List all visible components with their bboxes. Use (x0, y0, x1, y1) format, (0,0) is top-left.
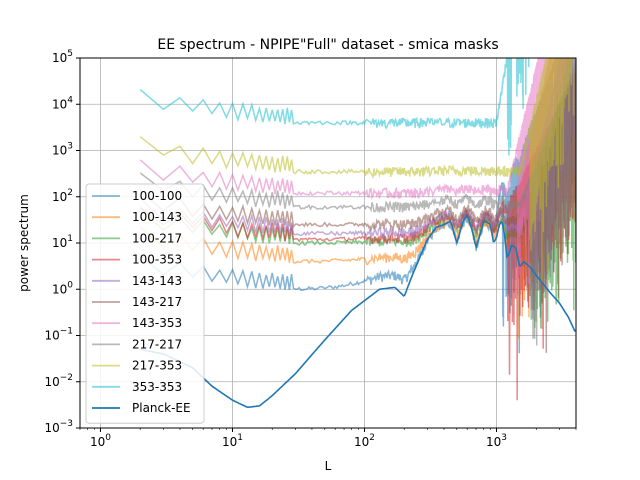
legend-label: 217-217 (132, 337, 182, 351)
legend-label: 143-217 (132, 295, 182, 309)
legend-label: 217-353 (132, 359, 182, 373)
legend: 100-100 100-143 100-217 100-353 143-143 143-2… (85, 183, 205, 424)
y-tick-label: 105 (52, 49, 73, 65)
y-tick-label: 102 (52, 188, 73, 204)
x-tick-label: 101 (222, 433, 243, 449)
y-axis-label: power spectrum (17, 194, 31, 292)
series-layer (139, 58, 576, 409)
y-tick-label: 10−3 (44, 419, 73, 435)
legend-label: 143-353 (132, 316, 182, 330)
legend-label: 143-143 (132, 274, 182, 288)
legend-label: 353-353 (132, 380, 182, 394)
y-tick-label: 101 (52, 234, 73, 250)
x-tick-label: 103 (486, 433, 507, 449)
y-tick-label: 100 (52, 280, 73, 296)
y-tick-label: 104 (52, 95, 73, 111)
series-line-217-353 (139, 58, 575, 284)
legend-label: 100-353 (132, 253, 182, 267)
x-tick-label: 100 (90, 433, 111, 449)
legend-label: 100-217 (132, 231, 182, 245)
x-tick-label: 102 (354, 433, 375, 449)
legend-label: 100-143 (132, 210, 182, 224)
y-tick-label: 103 (52, 142, 73, 158)
y-tick-label: 10−1 (44, 327, 73, 343)
chart-title: EE spectrum - NPIPE"Full" dataset - smic… (157, 37, 498, 53)
series-line-353-353 (139, 58, 530, 156)
series-line-143-353 (139, 58, 576, 295)
y-axis: 10−3 10−2 10−1 100 101 102 103 104 105 (44, 49, 80, 435)
legend-label: Planck-EE (132, 401, 191, 415)
legend-box (85, 183, 205, 424)
y-tick-label: 10−2 (44, 373, 73, 389)
x-axis: 100 101 102 103 (79, 428, 577, 449)
x-axis-label: L (325, 459, 332, 473)
planck-ee-line (140, 213, 576, 409)
legend-label: 100-100 (132, 189, 182, 203)
